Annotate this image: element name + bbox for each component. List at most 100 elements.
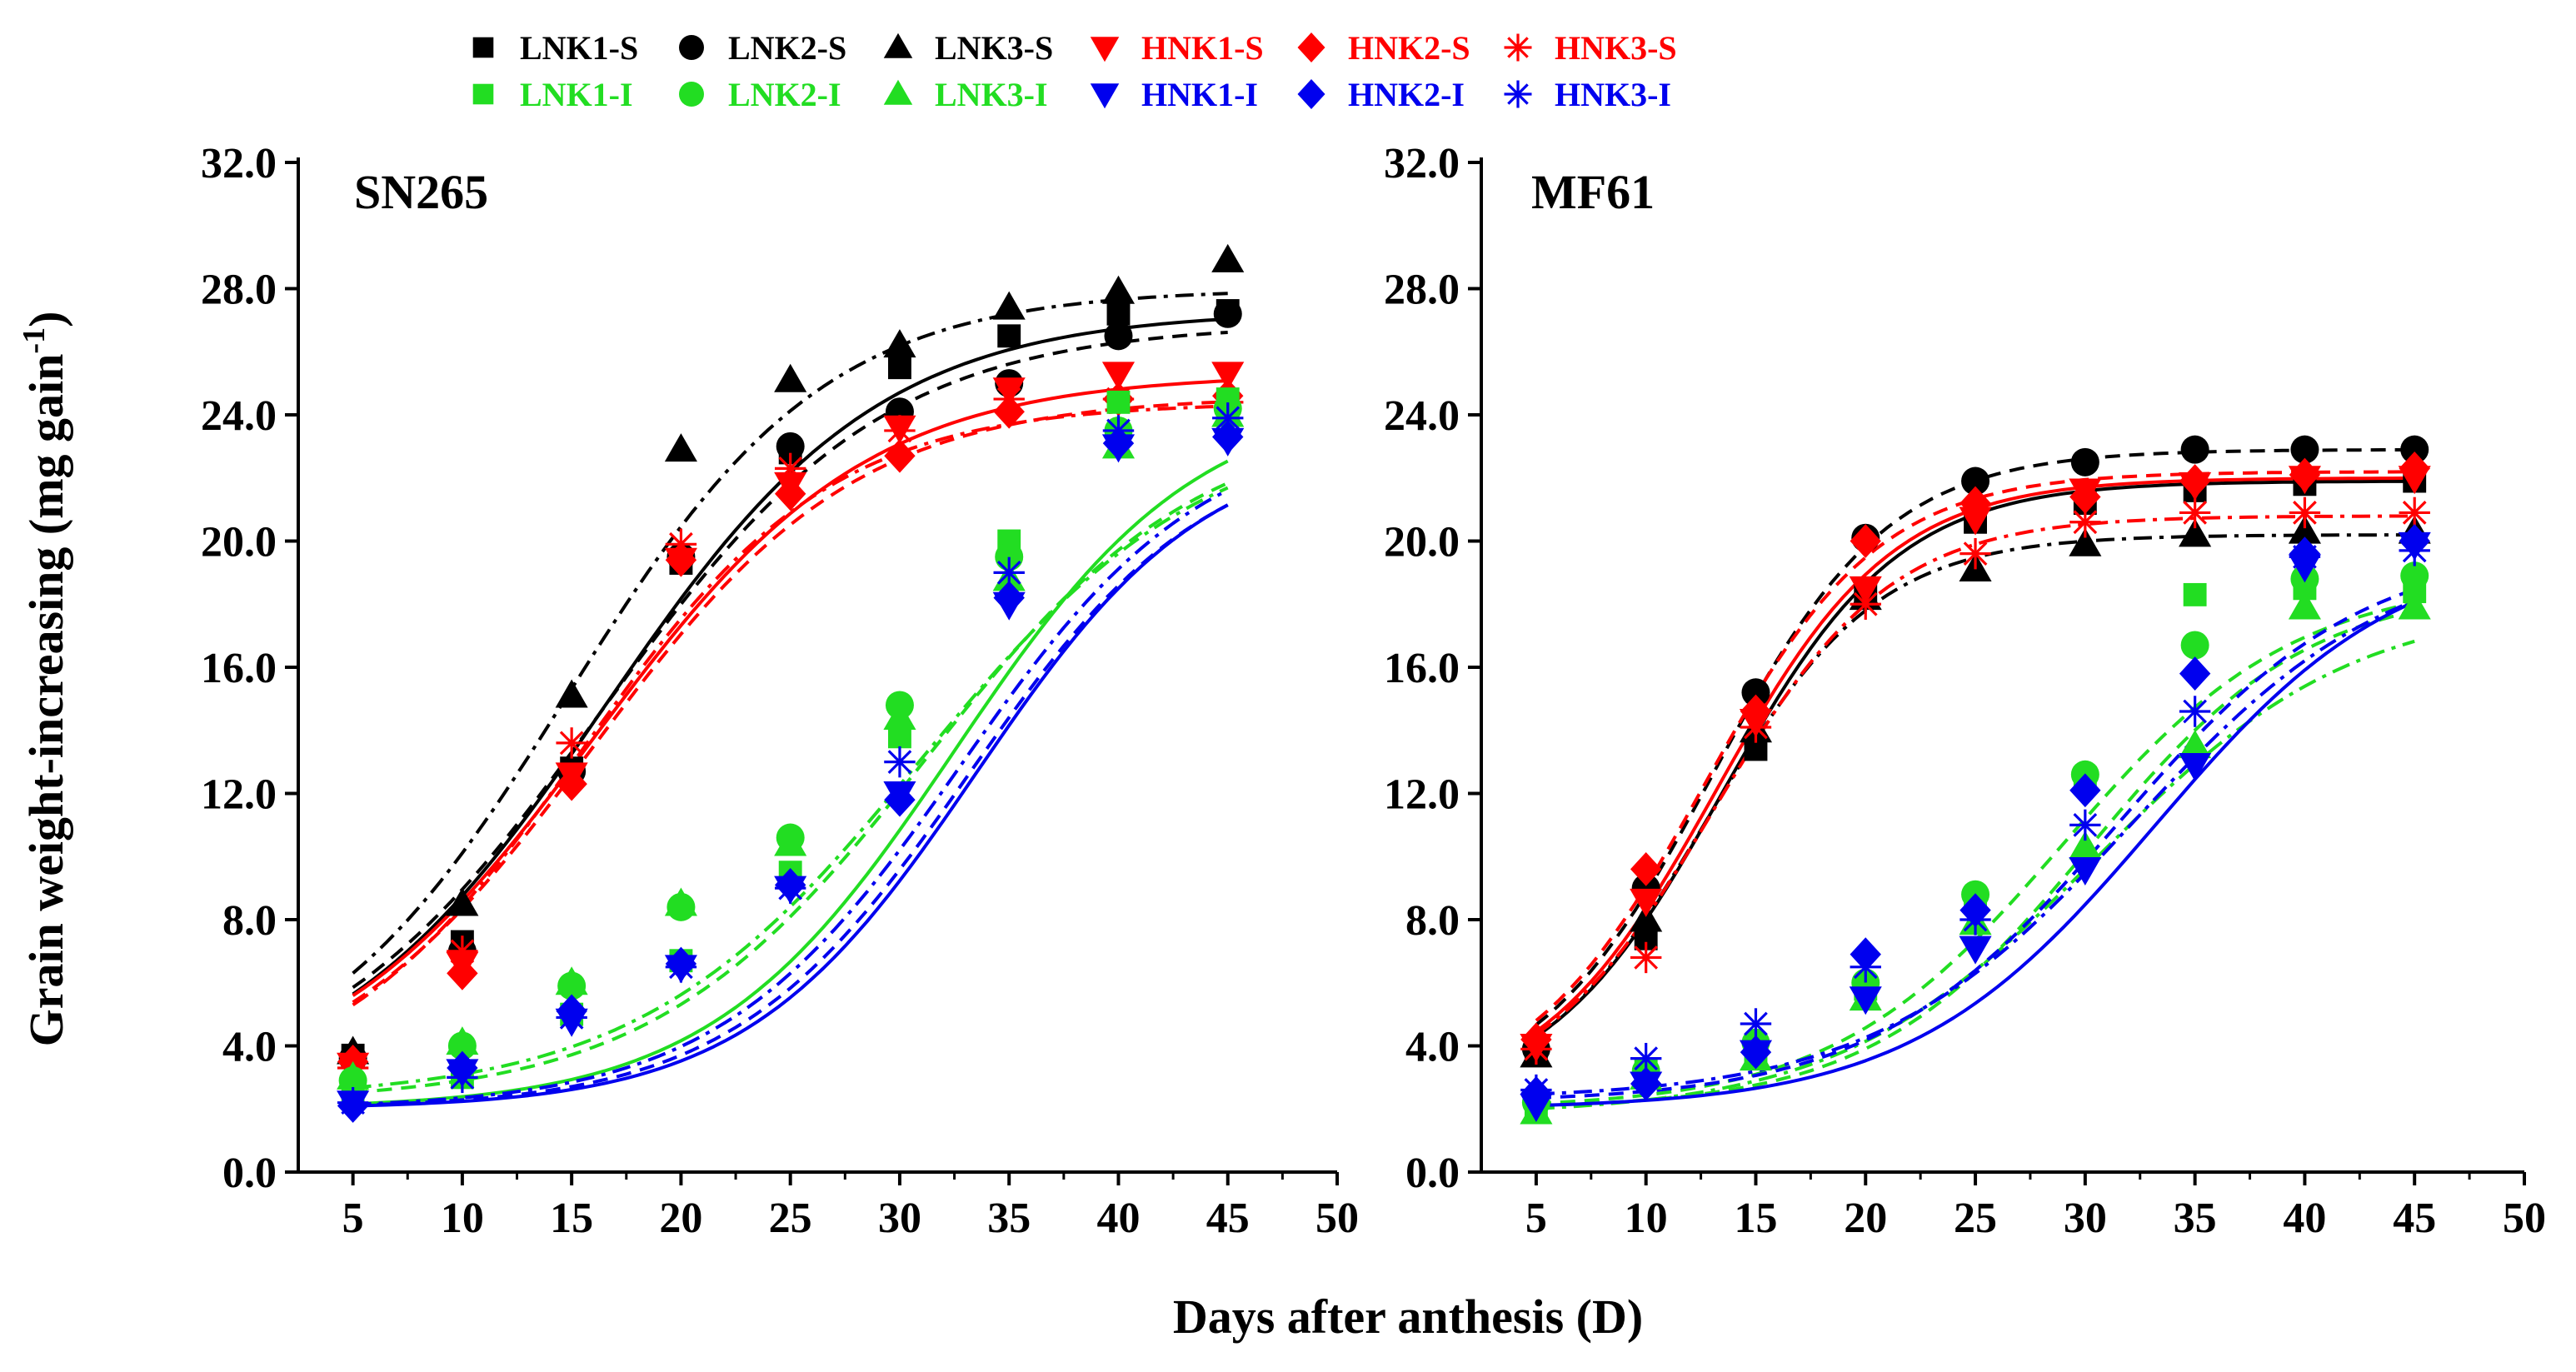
- x-tick-label: 35: [2174, 1195, 2217, 1242]
- point-hnk1-i: [2179, 752, 2212, 781]
- legend-label-hnk2-s: HNK2-S: [1348, 29, 1470, 67]
- fit-line-hnk1-i: [1535, 600, 2416, 1107]
- x-tick-label: 30: [2064, 1195, 2107, 1242]
- point-hnk3-i: [993, 556, 1025, 589]
- point-hnk2-i: [1630, 1066, 1662, 1101]
- point-hnk2-s: [1850, 524, 1881, 558]
- point-hnk2-s: [556, 766, 587, 801]
- point-lnk1-s: [888, 356, 911, 380]
- point-hnk3-i: [447, 1061, 478, 1094]
- point-lnk2-s: [2180, 435, 2209, 464]
- x-tick-label: 10: [1625, 1195, 1668, 1242]
- fit-line-lnk1-i: [1535, 609, 2415, 1108]
- x-tick-label: 45: [1206, 1195, 1250, 1242]
- point-hnk2-s: [2289, 457, 2321, 492]
- fit-line-lnk1-i: [352, 459, 1229, 1106]
- point-hnk3-s: [665, 528, 697, 560]
- x-tick-label: 40: [1096, 1195, 1140, 1242]
- legend-label-lnk2-s: LNK2-S: [728, 29, 846, 67]
- legend-label-lnk3-i: LNK3-I: [935, 76, 1048, 113]
- point-hnk2-s: [2069, 480, 2101, 514]
- panel-mf61: 0.0 4.0 8.0 12.0 16.0 20.0 24.0 28.0 32.0 5 10 15 20…: [1384, 140, 2546, 1242]
- legend-label-lnk1-s: LNK1-S: [520, 29, 638, 67]
- point-lnk2-s: [2290, 435, 2319, 464]
- point-lnk3-i: [664, 887, 697, 916]
- panel-title: SN265: [354, 165, 488, 219]
- legend-marker-hnk3-i: [1504, 80, 1532, 108]
- point-lnk2-s: [1961, 466, 1990, 496]
- legend-label-lnk2-i: LNK2-I: [728, 76, 841, 113]
- point-hnk3-s: [1520, 1033, 1552, 1065]
- point-lnk2-s: [1741, 678, 1770, 707]
- x-tick-label: 30: [878, 1195, 921, 1242]
- fit-line-hnk2-s: [1535, 470, 2415, 1022]
- legend-marker-lnk2-i: [679, 82, 704, 107]
- point-hnk1-s: [1959, 506, 1992, 536]
- y-axis-title-main: Grain weight-increasing (mg gain: [19, 354, 73, 1047]
- point-hnk3-s: [2069, 506, 2101, 538]
- x-tick-label: 15: [1734, 1195, 1777, 1242]
- legend-marker-lnk3-i: [883, 79, 913, 105]
- point-lnk3-s: [992, 291, 1026, 320]
- point-hnk3-i: [2399, 535, 2430, 566]
- point-hnk3-s: [556, 727, 587, 759]
- y-tick-label: 16.0: [1384, 645, 1460, 692]
- point-lnk3-i: [446, 1026, 479, 1055]
- y-tick-label: 4.0: [222, 1024, 277, 1071]
- point-hnk3-s: [774, 452, 806, 485]
- point-hnk2-i: [1740, 1035, 1772, 1070]
- y-tick-label: 24.0: [1384, 392, 1460, 440]
- point-hnk3-s: [1630, 941, 1662, 974]
- point-lnk3-i: [2179, 730, 2212, 759]
- point-lnk2-s: [2400, 435, 2429, 464]
- point-lnk2-i: [2400, 561, 2429, 591]
- y-tick-label: 20.0: [1384, 519, 1460, 566]
- fit-line-lnk2-i: [352, 481, 1229, 1095]
- y-tick-label: 8.0: [222, 897, 277, 945]
- y-tick-label: 0.0: [222, 1150, 277, 1197]
- legend-marker-lnk1-i: [472, 83, 494, 105]
- x-axis-title: Days after anthesis (D): [1173, 1290, 1643, 1344]
- point-lnk1-s: [997, 324, 1021, 348]
- x-tick-label: 20: [659, 1195, 702, 1242]
- point-lnk2-s: [776, 432, 805, 461]
- legend-marker-hnk1-i: [1090, 83, 1120, 109]
- y-axis-title-superscript: -1: [17, 327, 52, 354]
- fit-line-hnk3-s: [1535, 514, 2415, 1036]
- point-lnk3-s: [1101, 275, 1136, 304]
- point-hnk3-i: [1212, 402, 1244, 434]
- point-hnk3-s: [2179, 496, 2211, 529]
- point-hnk2-i: [2179, 656, 2211, 691]
- fit-line-hnk1-s: [352, 379, 1228, 997]
- y-tick-label: 28.0: [1384, 267, 1460, 314]
- point-lnk2-s: [1104, 322, 1133, 351]
- legend-label-hnk1-i: HNK1-I: [1141, 76, 1258, 113]
- fit-line-lnk3-s: [352, 292, 1228, 975]
- point-lnk3-i: [883, 701, 916, 731]
- point-hnk3-s: [1740, 711, 1772, 743]
- x-tick-label: 5: [342, 1195, 364, 1242]
- point-hnk1-s: [1211, 362, 1245, 391]
- legend-marker-hnk2-s: [1297, 32, 1325, 62]
- point-hnk2-s: [2399, 451, 2430, 486]
- point-hnk1-i: [1849, 986, 1882, 1015]
- x-tick-label: 10: [441, 1195, 484, 1242]
- point-hnk3-i: [1102, 415, 1135, 447]
- point-hnk3-s: [2289, 496, 2321, 529]
- legend-label-lnk3-s: LNK3-S: [935, 29, 1053, 67]
- point-hnk2-i: [884, 782, 916, 817]
- y-axis-title: Grain weight-increasing (mg gain-1): [17, 312, 73, 1047]
- x-tick-label: 20: [1844, 1195, 1887, 1242]
- point-hnk2-s: [1740, 694, 1772, 729]
- point-hnk3-s: [993, 383, 1025, 415]
- point-lnk2-i: [2180, 631, 2209, 660]
- point-hnk3-i: [665, 951, 697, 983]
- fit-line-hnk3-i: [352, 488, 1229, 1106]
- point-lnk3-s: [446, 887, 479, 916]
- y-tick-label: 16.0: [201, 645, 277, 692]
- y-tick-label: 28.0: [201, 267, 277, 314]
- point-hnk1-i: [1959, 935, 1992, 965]
- point-lnk1-i: [2183, 582, 2207, 606]
- legend-label-hnk1-s: HNK1-S: [1141, 29, 1264, 67]
- fit-line-lnk3-i: [1535, 639, 2415, 1110]
